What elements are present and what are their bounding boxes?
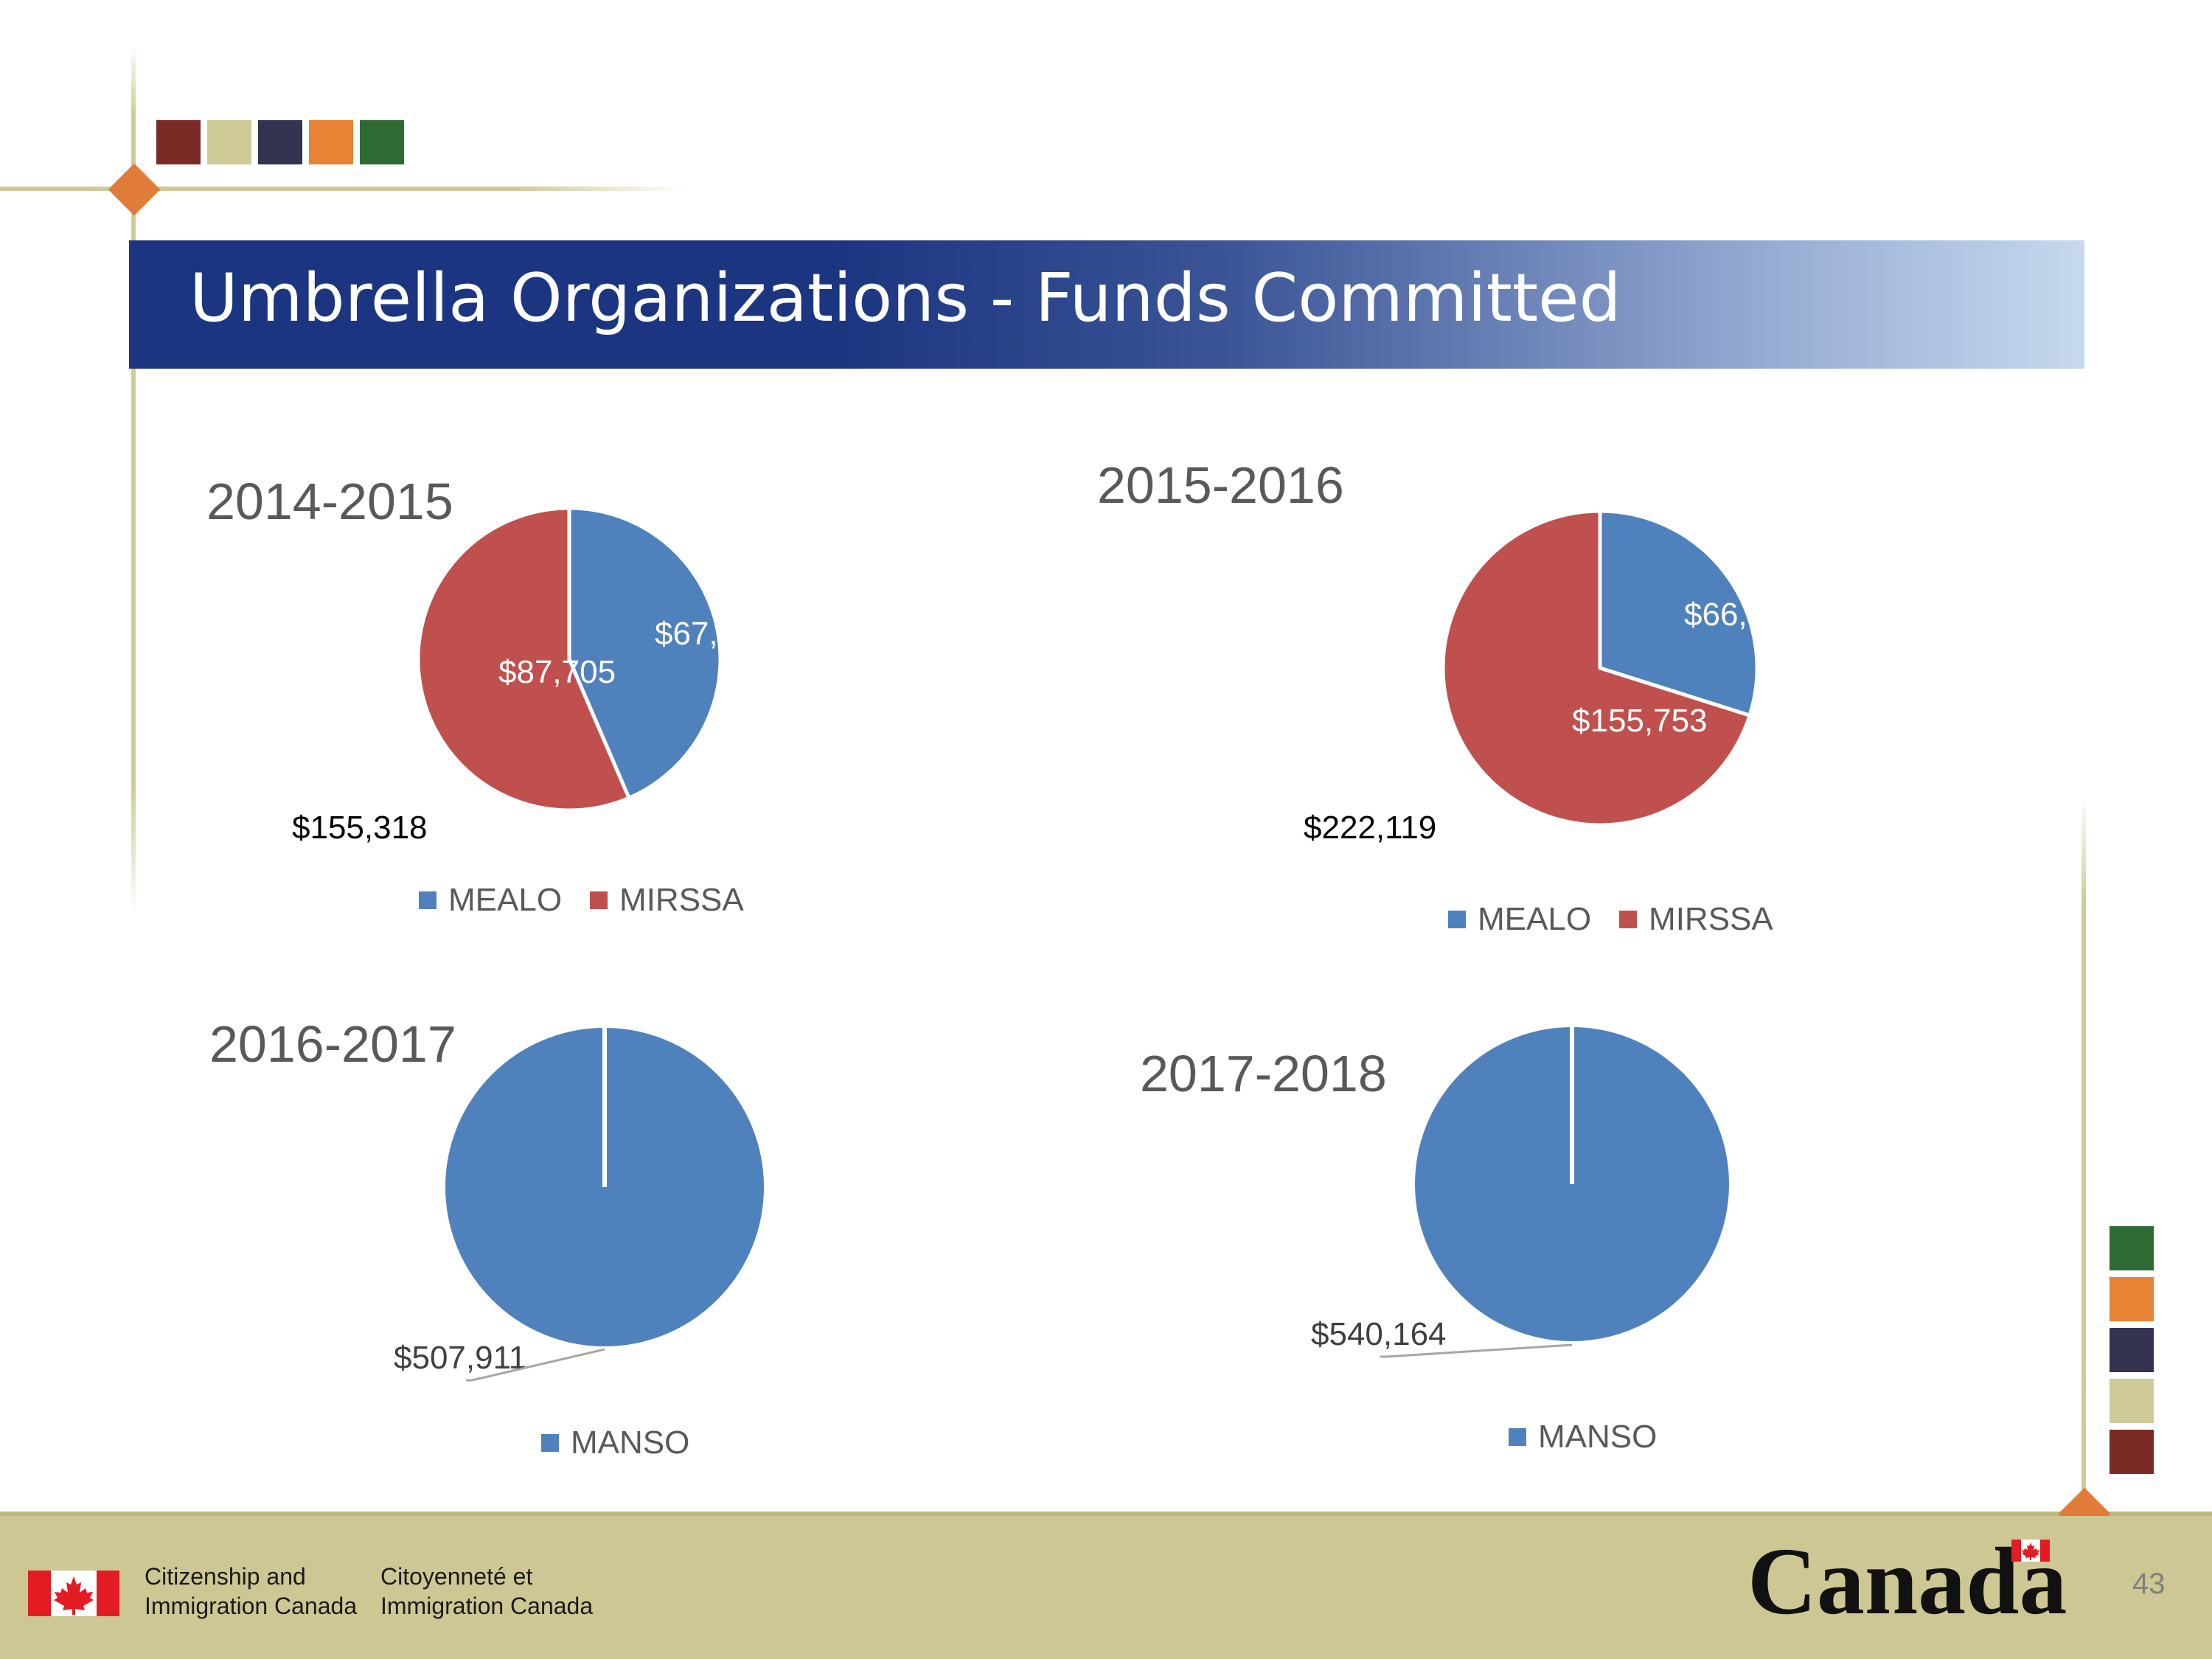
frame-line-left bbox=[131, 46, 136, 916]
legend-item-mirssa: MIRSSA bbox=[1619, 901, 1773, 938]
legend-label: MEALO bbox=[1478, 901, 1592, 937]
data-label-manso: $507,911 bbox=[394, 1340, 526, 1376]
legend-label: MIRSSA bbox=[1649, 901, 1773, 937]
department-name-fr-line2: Immigration Canada bbox=[380, 1593, 594, 1619]
leader-line bbox=[466, 1348, 605, 1382]
slide-title: Umbrella Organizations - Funds Committed bbox=[189, 260, 1621, 337]
legend-item-mealo: MEALO bbox=[1448, 901, 1591, 938]
palette-square bbox=[307, 118, 355, 167]
palette-square bbox=[2107, 1326, 2156, 1374]
legend-label: MEALO bbox=[448, 882, 563, 918]
palette-square bbox=[256, 118, 305, 167]
legend: MANSO bbox=[541, 1425, 717, 1461]
palette-square bbox=[2107, 1275, 2156, 1324]
pie-slice-mirssa bbox=[416, 506, 631, 813]
palette-square bbox=[358, 118, 406, 167]
wordmark-flag-icon bbox=[2011, 1540, 2050, 1562]
legend-swatch bbox=[1448, 911, 1466, 928]
data-label-mealo: $66,366 bbox=[1684, 597, 1801, 633]
department-name-en-line1: Citizenship and bbox=[145, 1563, 306, 1590]
data-label-manso: $540,164 bbox=[1311, 1316, 1447, 1352]
leader-line bbox=[1380, 1343, 1573, 1358]
frame-line-bottom bbox=[0, 1512, 2212, 1516]
palette-square bbox=[2107, 1377, 2156, 1425]
canada-flag-icon bbox=[28, 1571, 119, 1616]
legend: MEALO MIRSSA bbox=[1448, 901, 1801, 938]
legend-item-mealo: MEALO bbox=[419, 882, 562, 919]
legend-swatch bbox=[1509, 1428, 1526, 1446]
legend-swatch bbox=[590, 891, 608, 909]
palette-square bbox=[154, 118, 203, 167]
legend-item-manso: MANSO bbox=[1509, 1419, 1657, 1455]
pie-slice-mirssa bbox=[1441, 509, 1752, 827]
frame-line-top bbox=[0, 187, 686, 191]
footer: Citizenship and Immigration Canada Citoy… bbox=[0, 1516, 2212, 1659]
legend-label: MIRSSA bbox=[619, 882, 744, 918]
legend-item-mirssa: MIRSSA bbox=[590, 882, 744, 919]
data-label-mealo: $67,613 bbox=[655, 616, 772, 652]
data-label-mirssa: $87,705 bbox=[498, 654, 616, 690]
title-bar: Umbrella Organizations - Funds Committed bbox=[129, 240, 2084, 369]
total-label: $155,318 bbox=[292, 810, 428, 846]
pie-slice-mealo bbox=[1598, 509, 1759, 717]
legend: MEALO MIRSSA bbox=[419, 882, 772, 919]
legend-label: MANSO bbox=[571, 1425, 690, 1461]
legend: MANSO bbox=[1509, 1419, 1685, 1455]
chart-title: 2016-2017 bbox=[209, 1015, 456, 1073]
chart-title: 2014-2015 bbox=[206, 473, 453, 530]
chart-title: 2017-2018 bbox=[1140, 1045, 1387, 1102]
page-number: 43 bbox=[2132, 1568, 2166, 1600]
pie-slice-mealo bbox=[567, 506, 723, 800]
data-label-mirssa: $155,753 bbox=[1572, 703, 1708, 739]
department-name-en: Citizenship and Immigration Canada bbox=[145, 1562, 357, 1621]
legend-swatch bbox=[419, 891, 437, 909]
frame-line-right bbox=[2081, 796, 2086, 1516]
palette-square bbox=[2107, 1224, 2156, 1273]
legend-swatch bbox=[541, 1434, 559, 1452]
department-name-fr: Citoyenneté et Immigration Canada bbox=[380, 1562, 593, 1621]
total-label: $222,119 bbox=[1304, 810, 1437, 846]
department-name-fr-line1: Citoyenneté et bbox=[380, 1563, 533, 1590]
legend-item-manso: MANSO bbox=[541, 1425, 689, 1461]
legend-label: MANSO bbox=[1538, 1419, 1658, 1455]
chart-title: 2015-2016 bbox=[1097, 456, 1344, 514]
palette-square bbox=[205, 118, 254, 167]
department-name-en-line2: Immigration Canada bbox=[145, 1593, 358, 1619]
palette-square bbox=[2107, 1427, 2156, 1476]
legend-swatch bbox=[1619, 911, 1638, 928]
